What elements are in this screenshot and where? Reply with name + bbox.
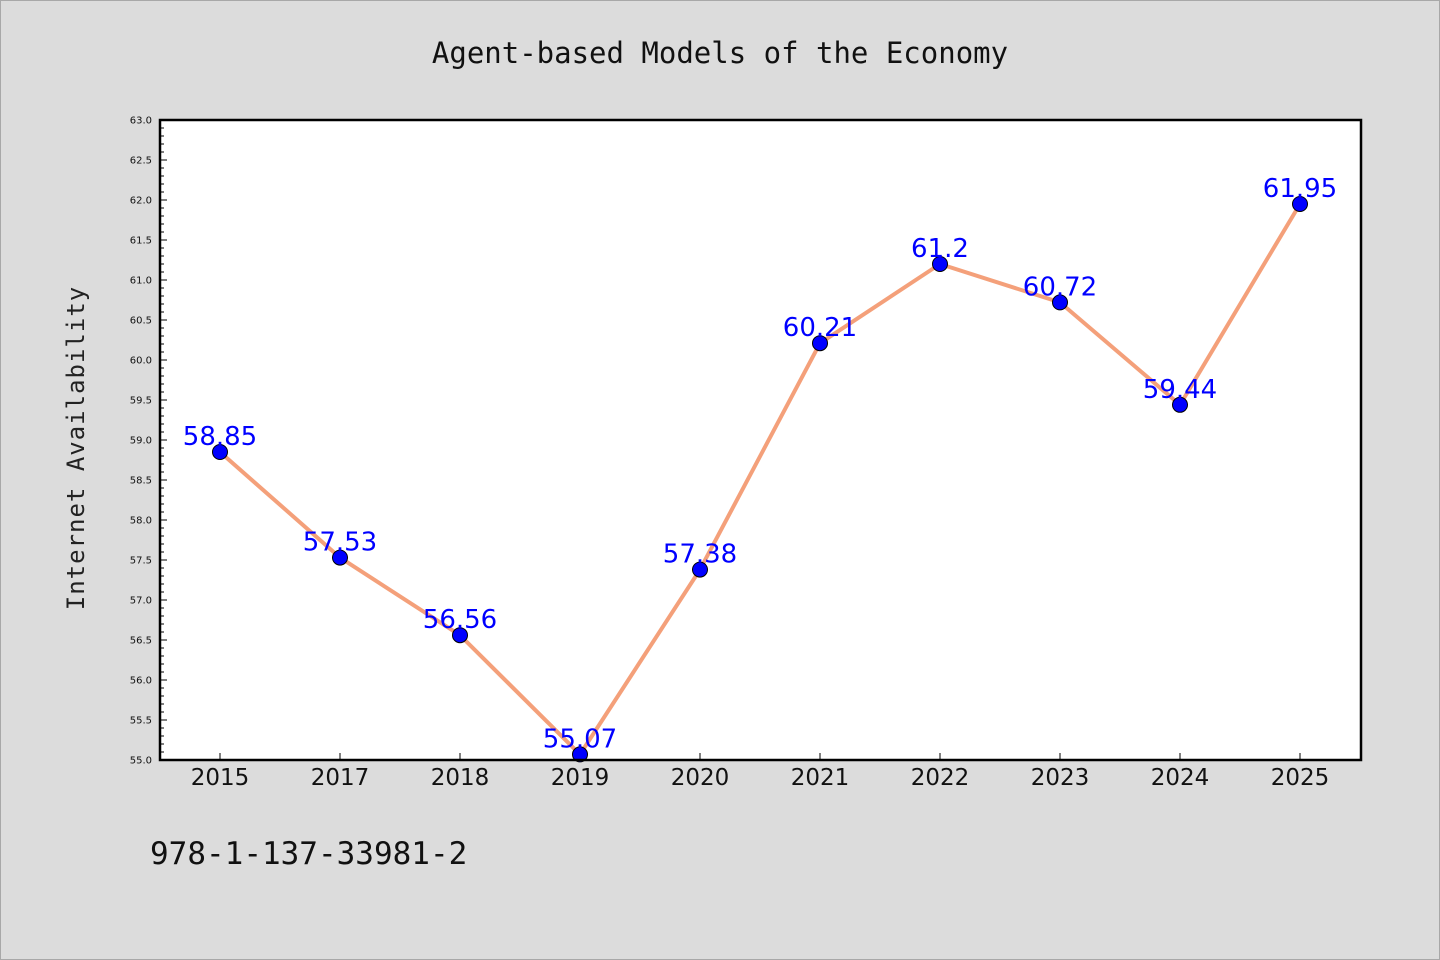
y-tick-label: 61.5: [130, 236, 152, 247]
y-tick-label: 56.5: [130, 636, 152, 647]
data-label: 57.38: [663, 540, 737, 570]
chart-title: Agent-based Models of the Economy: [432, 36, 1008, 70]
y-tick-label: 59.0: [130, 436, 152, 447]
data-point: [692, 561, 708, 578]
isbn-footer: 978-1-137-33981-2: [150, 836, 467, 872]
data-label: 56.56: [423, 605, 497, 635]
x-tick-label: 2021: [791, 765, 850, 791]
y-tick-label: 60.5: [130, 316, 152, 327]
data-label: 59.44: [1143, 375, 1217, 405]
y-tick-label: 60.0: [130, 356, 152, 367]
data-point: [332, 549, 348, 566]
data-label: 57.53: [303, 528, 377, 558]
y-tick-label: 61.0: [130, 276, 152, 287]
y-tick-label: 57.0: [130, 596, 152, 607]
data-label: 60.72: [1023, 272, 1097, 302]
data-label: 61.95: [1263, 174, 1337, 204]
data-point: [1292, 196, 1308, 212]
x-tick-label: 2022: [911, 765, 970, 791]
y-tick-label: 57.5: [130, 556, 152, 567]
data-point: [1052, 294, 1068, 311]
x-tick-label: 2020: [671, 765, 730, 791]
series-layer: 58.85 57.53 56.56 55.07 57.38 60.21 61.2 60.72 5…: [183, 174, 1337, 763]
data-label: 61.2: [911, 234, 969, 264]
x-axis: 2015 2017 2018 2019 2020 2021 2022 2023 2024 2025: [191, 753, 1330, 791]
data-point: [932, 256, 948, 272]
x-tick-label: 2015: [191, 765, 250, 791]
y-tick-label: 56.0: [130, 676, 152, 687]
y-axis-label: Internet Availability: [62, 286, 90, 610]
x-tick-label: 2025: [1271, 765, 1330, 791]
y-tick-label: 58.0: [130, 516, 152, 527]
data-point: [452, 627, 468, 644]
x-tick-label: 2019: [551, 765, 610, 791]
y-tick-label: 55.5: [130, 716, 152, 727]
y-tick-label: 63.0: [130, 116, 152, 127]
data-label: 58.85: [183, 422, 257, 452]
y-tick-label: 55.0: [130, 756, 152, 767]
data-point: [1172, 396, 1188, 413]
y-tick-label: 62.0: [130, 196, 152, 207]
x-tick-label: 2023: [1031, 765, 1090, 791]
y-tick-label: 62.5: [130, 156, 152, 167]
y-tick-label: 59.5: [130, 396, 152, 407]
series-line: [218, 202, 1302, 757]
plot-area: [160, 120, 1361, 760]
data-label: 55.07: [543, 724, 617, 754]
x-tick-label: 2018: [431, 765, 490, 791]
y-tick-label: 58.5: [130, 476, 152, 487]
plot-border: [158, 118, 1363, 762]
x-tick-label: 2024: [1151, 765, 1210, 791]
data-point: [212, 444, 228, 460]
data-point: [572, 746, 588, 763]
data-point: [812, 335, 828, 352]
x-tick-label: 2017: [311, 765, 370, 791]
data-label: 60.21: [783, 313, 857, 343]
